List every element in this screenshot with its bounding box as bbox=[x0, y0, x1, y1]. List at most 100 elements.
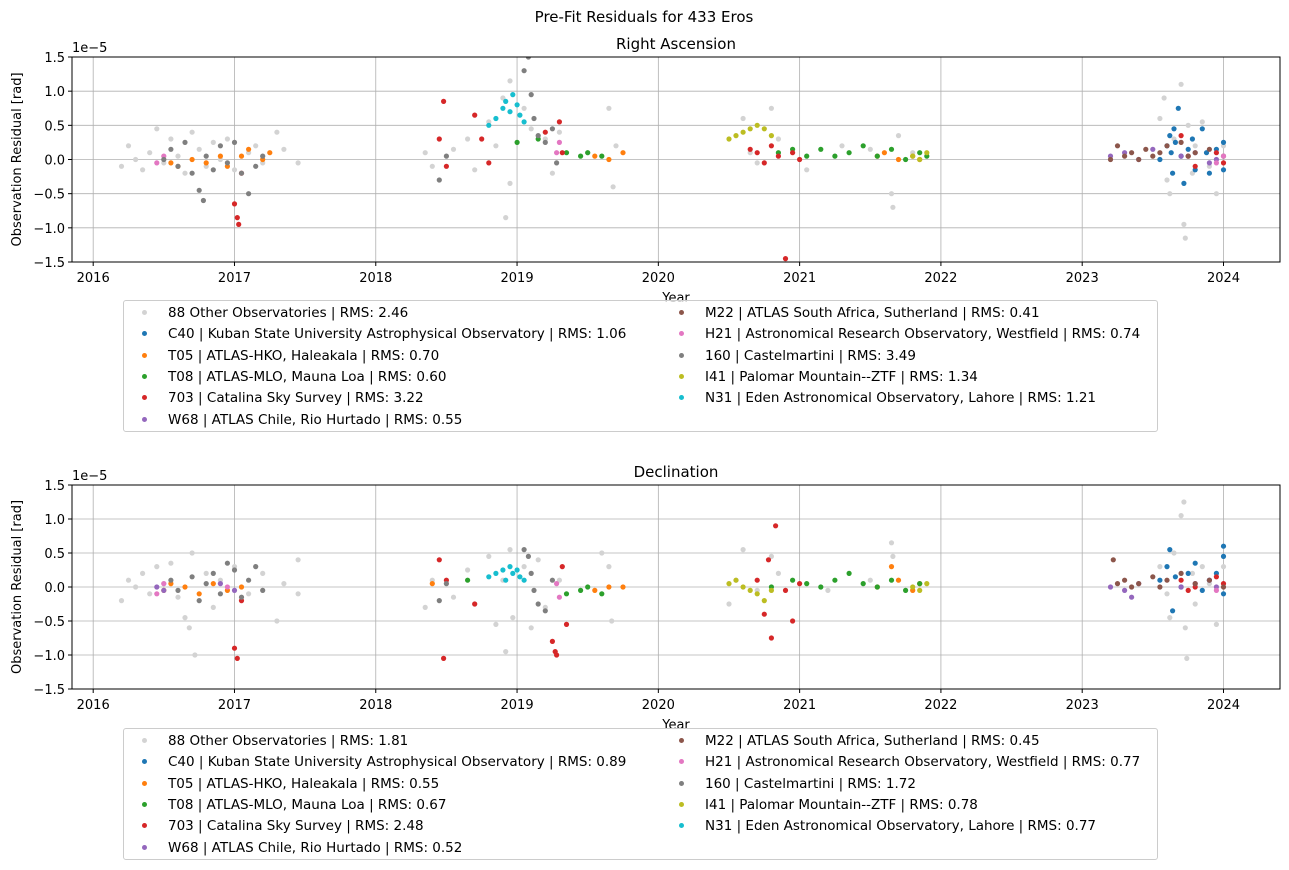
data-point-N31 bbox=[503, 98, 509, 104]
data-point-N31 bbox=[507, 109, 513, 115]
data-point-other bbox=[192, 652, 198, 658]
legend-label: 703 | Catalina Sky Survey | RMS: 3.22 bbox=[168, 390, 424, 407]
data-point-T08 bbox=[832, 153, 838, 159]
data-point-I41 bbox=[754, 122, 760, 128]
legend-marker bbox=[679, 310, 684, 315]
legend-marker bbox=[142, 844, 147, 850]
data-point-703 bbox=[472, 112, 478, 118]
data-point-other bbox=[231, 167, 238, 173]
legend-marker bbox=[679, 395, 684, 401]
y-tick-label: −1.0 bbox=[33, 649, 65, 664]
data-point-I41 bbox=[768, 587, 775, 594]
data-point-160 bbox=[535, 601, 541, 607]
data-point-T08 bbox=[599, 591, 605, 597]
data-point-H21 bbox=[154, 591, 160, 597]
data-point-C40 bbox=[1199, 126, 1205, 132]
data-point-other bbox=[147, 591, 153, 597]
data-point-T08 bbox=[514, 139, 520, 145]
data-point-C40 bbox=[1157, 156, 1163, 163]
data-point-W68 bbox=[1206, 160, 1212, 166]
data-point-other bbox=[196, 146, 202, 152]
data-point-W68 bbox=[1178, 153, 1184, 159]
data-point-W68 bbox=[1150, 146, 1156, 152]
data-point-other bbox=[472, 167, 478, 173]
data-point-703 bbox=[797, 156, 803, 163]
legend-marker bbox=[679, 780, 684, 786]
y-tick-label: 1.0 bbox=[44, 513, 65, 528]
data-point-other bbox=[768, 553, 775, 560]
data-point-other bbox=[740, 115, 746, 122]
data-point-703 bbox=[773, 523, 779, 529]
data-point-other bbox=[125, 577, 132, 583]
data-point-N31 bbox=[517, 112, 523, 118]
data-point-other bbox=[754, 160, 760, 166]
data-point-703 bbox=[556, 119, 563, 125]
data-point-T08 bbox=[804, 153, 810, 159]
data-point-other bbox=[528, 126, 534, 132]
data-point-160 bbox=[535, 133, 541, 139]
data-point-other bbox=[154, 126, 160, 132]
data-point-160 bbox=[224, 560, 230, 566]
data-point-H21 bbox=[556, 139, 563, 145]
data-point-160 bbox=[531, 587, 537, 594]
data-point-other bbox=[549, 170, 556, 176]
data-point-703 bbox=[479, 136, 485, 142]
data-point-N31 bbox=[514, 567, 520, 573]
data-point-other bbox=[465, 136, 471, 142]
data-point-other bbox=[839, 143, 845, 149]
x-tick-label: 2017 bbox=[218, 698, 251, 713]
data-point-T05 bbox=[606, 156, 612, 163]
data-point-other bbox=[507, 78, 513, 84]
data-point-M22 bbox=[1122, 153, 1128, 159]
data-point-I41 bbox=[733, 577, 739, 583]
legend-label: 88 Other Observatories | RMS: 1.81 bbox=[168, 733, 409, 749]
data-point-T05 bbox=[429, 581, 435, 587]
data-point-other bbox=[493, 143, 499, 149]
y-tick-label: −0.5 bbox=[33, 188, 65, 203]
data-point-703 bbox=[797, 581, 803, 587]
data-point-C40 bbox=[1199, 587, 1205, 594]
data-point-T08 bbox=[563, 150, 570, 156]
data-point-other bbox=[224, 136, 230, 142]
legend-label: T08 | ATLAS-MLO, Mauna Loa | RMS: 0.60 bbox=[168, 368, 447, 385]
data-point-W68 bbox=[217, 581, 223, 587]
data-point-T05 bbox=[217, 153, 223, 159]
data-point-703 bbox=[1192, 163, 1198, 169]
data-point-other bbox=[888, 540, 895, 546]
data-point-other bbox=[168, 560, 174, 566]
data-point-other bbox=[606, 105, 612, 111]
data-point-other bbox=[1192, 143, 1198, 149]
y-tick-label: −1.0 bbox=[33, 222, 65, 237]
data-point-other bbox=[507, 547, 513, 553]
data-point-C40 bbox=[1167, 547, 1173, 553]
data-point-703 bbox=[754, 150, 760, 156]
x-tick-label: 2016 bbox=[77, 698, 110, 713]
data-point-703 bbox=[790, 618, 796, 624]
data-point-703 bbox=[563, 621, 570, 628]
data-point-703 bbox=[559, 150, 565, 156]
data-point-703 bbox=[486, 160, 492, 166]
data-point-I41 bbox=[910, 153, 916, 159]
data-point-H21 bbox=[556, 594, 563, 600]
data-point-160 bbox=[260, 587, 266, 594]
data-point-160 bbox=[238, 594, 245, 600]
data-point-703 bbox=[549, 638, 556, 645]
data-point-other bbox=[609, 618, 615, 624]
data-point-other bbox=[465, 567, 471, 573]
data-point-703 bbox=[782, 587, 789, 594]
data-point-other bbox=[493, 621, 499, 628]
data-point-T08 bbox=[860, 143, 866, 149]
legend-label: N31 | Eden Astronomical Observatory, Lah… bbox=[705, 818, 1097, 835]
legend-label: W68 | ATLAS Chile, Rio Hurtado | RMS: 0.… bbox=[168, 411, 463, 428]
data-point-T08 bbox=[874, 153, 880, 159]
data-point-I41 bbox=[924, 581, 930, 587]
data-point-M22 bbox=[1164, 577, 1170, 583]
data-point-H21 bbox=[154, 160, 160, 166]
data-point-other bbox=[1182, 625, 1188, 631]
data-point-other bbox=[422, 604, 428, 611]
legend-label: H21 | Astronomical Research Observatory,… bbox=[705, 754, 1141, 771]
legend-marker bbox=[679, 352, 684, 358]
legend-label: H21 | Astronomical Research Observatory,… bbox=[705, 326, 1141, 343]
data-point-other bbox=[203, 570, 209, 577]
data-point-M22 bbox=[1150, 153, 1156, 159]
